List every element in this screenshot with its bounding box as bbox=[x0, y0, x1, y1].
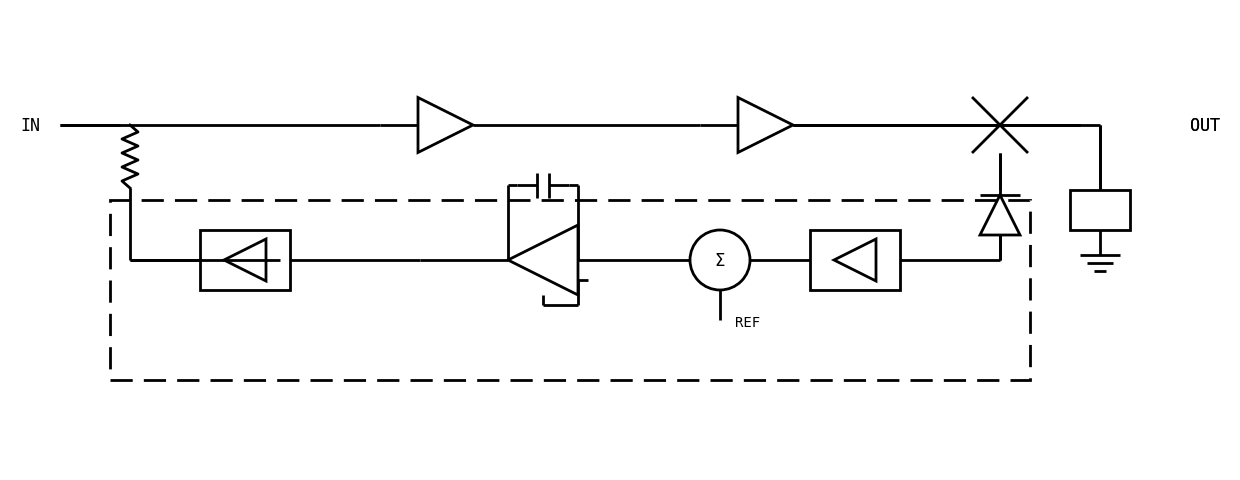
Text: OUT: OUT bbox=[1190, 117, 1220, 135]
Text: REF: REF bbox=[735, 315, 760, 329]
Bar bbox=[810, 230, 900, 290]
Text: $\Sigma$: $\Sigma$ bbox=[714, 252, 725, 269]
Bar bbox=[1070, 191, 1130, 230]
Bar bbox=[200, 230, 290, 290]
Text: IN: IN bbox=[20, 117, 40, 135]
Bar bbox=[110, 201, 1030, 380]
Text: OUT: OUT bbox=[1190, 117, 1220, 135]
